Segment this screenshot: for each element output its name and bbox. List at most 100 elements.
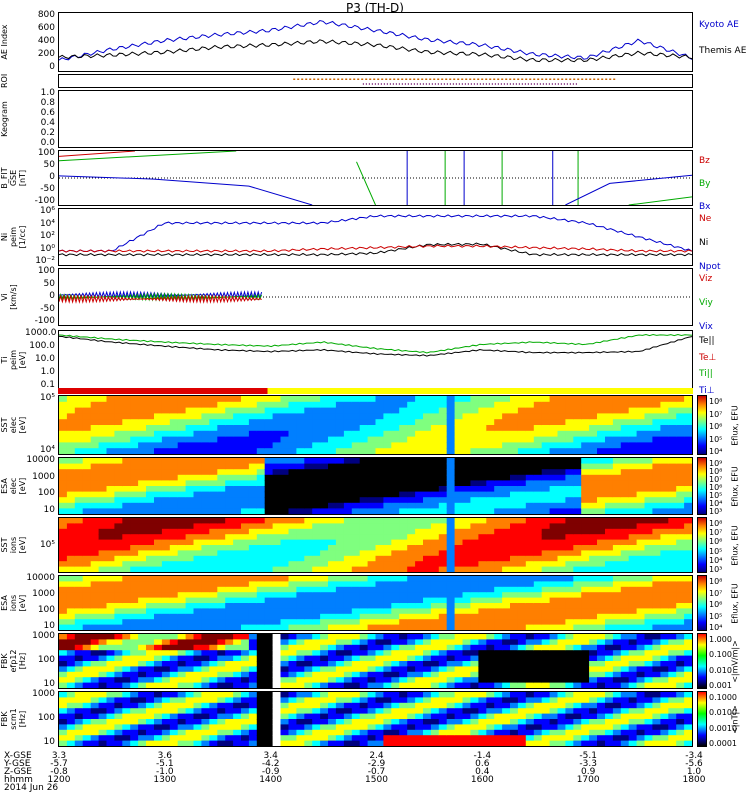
spectrogram-cell xyxy=(446,555,456,562)
spectrogram-cell xyxy=(146,677,155,684)
spectrogram-cell xyxy=(565,534,574,541)
spectrogram-cell xyxy=(478,407,487,414)
spectrogram-cell xyxy=(288,425,297,432)
spectrogram-cell xyxy=(668,469,677,476)
spectrogram-cell xyxy=(589,442,598,449)
spectrogram-cell xyxy=(462,586,471,593)
spectrogram-cell xyxy=(668,576,677,582)
spectrogram-cell xyxy=(106,480,115,487)
spectrogram-cell xyxy=(549,566,559,572)
spectrogram-cell xyxy=(74,497,84,504)
spectrogram-cell xyxy=(335,677,345,684)
spectrogram-cell xyxy=(177,458,187,465)
spectrogram-cell xyxy=(510,448,519,454)
spectrogram-cell xyxy=(59,480,68,487)
spectrogram-cell xyxy=(415,724,424,731)
spectrogram-cell xyxy=(454,735,464,742)
spectrogram-cell xyxy=(510,677,519,684)
spectrogram-cell xyxy=(351,613,361,620)
spectrogram-cell xyxy=(233,729,242,736)
spectrogram-cell xyxy=(328,639,337,646)
spectrogram-cell xyxy=(296,740,305,746)
spectrogram-cell xyxy=(343,735,353,742)
spectrogram-cell xyxy=(462,666,471,673)
spectrogram-cell xyxy=(90,644,100,651)
spectrogram-cell xyxy=(335,480,345,487)
spectrogram-cell xyxy=(423,401,432,409)
spectrogram-cell xyxy=(430,396,440,403)
spectrogram-cell xyxy=(98,619,108,626)
spectrogram-cell xyxy=(454,474,464,481)
spectrogram-cell xyxy=(423,724,432,731)
spectrogram-cell xyxy=(241,650,250,657)
spectrogram-cell xyxy=(573,528,582,535)
spectrogram-cell xyxy=(98,396,108,403)
spectrogram-cell xyxy=(652,603,661,609)
spectrogram-cell xyxy=(446,436,456,443)
spectrogram-cell xyxy=(462,430,471,438)
spectrogram-cell xyxy=(644,713,653,720)
spectrogram-cell xyxy=(573,491,582,498)
spectrogram-cell xyxy=(201,682,210,688)
colorbar-title: Eflux, EFU xyxy=(730,583,740,624)
spectrogram-cell xyxy=(668,634,677,640)
spectrogram-cell xyxy=(502,650,511,657)
spectrogram-cell xyxy=(517,401,527,409)
spectrogram-cell xyxy=(597,624,606,630)
spectrogram-cell xyxy=(423,619,432,626)
spectrogram-cell xyxy=(652,419,661,426)
spectrogram-cell xyxy=(636,603,646,609)
spectrogram-cell xyxy=(225,502,234,509)
spectrogram-cell xyxy=(470,713,479,720)
spectrogram-cell xyxy=(146,523,155,530)
spectrogram-cell xyxy=(470,597,479,604)
spectrogram-cell xyxy=(628,566,638,572)
spectrogram-cell xyxy=(612,677,622,684)
spectrogram-cell xyxy=(217,491,226,498)
spectrogram-cell xyxy=(359,474,369,481)
spectrogram-cell xyxy=(438,448,448,454)
spectrogram-cell xyxy=(169,425,179,432)
spectrogram-cell xyxy=(517,486,527,493)
spectrogram-cell xyxy=(169,666,179,673)
spectrogram-cell xyxy=(74,502,84,509)
spectrogram-cell xyxy=(517,436,527,443)
spectrogram-cell xyxy=(407,463,416,470)
spectrogram-cell xyxy=(620,430,630,438)
spectrogram-cell xyxy=(280,425,289,432)
spectrogram-cell xyxy=(502,677,511,684)
spectrogram-cell xyxy=(280,550,289,557)
spectrogram-cell xyxy=(146,608,155,615)
spectrogram-cell xyxy=(549,518,559,524)
spectrogram-cell xyxy=(684,425,692,432)
spectrogram-cell xyxy=(225,729,234,736)
panel-label-roi: ROI xyxy=(0,73,9,88)
spectrogram-cell xyxy=(122,555,131,562)
spectrogram-cell xyxy=(573,682,582,688)
spectrogram-cell xyxy=(391,523,400,530)
spectrogram-cell xyxy=(312,655,321,662)
spectrogram-cell xyxy=(280,508,289,514)
spectrogram-cell xyxy=(510,724,519,731)
spectrogram-cell xyxy=(462,528,471,535)
spectrogram-cell xyxy=(430,523,440,530)
spectrogram-cell xyxy=(684,729,692,736)
spectrogram-cell xyxy=(494,491,503,498)
spectrogram-cell xyxy=(557,671,566,678)
spectrogram-cell xyxy=(494,740,503,746)
spectrogram-cell xyxy=(343,561,353,568)
spectrogram-cell xyxy=(90,508,100,514)
spectrogram-cell xyxy=(383,729,392,736)
plot-fbk_b xyxy=(59,692,692,746)
spectrogram-cell xyxy=(154,430,163,438)
spectrogram-cell xyxy=(636,655,646,662)
spectrogram-cell xyxy=(304,702,313,709)
spectrogram-cell xyxy=(241,474,250,481)
spectrogram-cell xyxy=(462,413,471,420)
spectrogram-cell xyxy=(122,545,131,551)
plot-esa_e xyxy=(59,458,692,514)
spectrogram-cell xyxy=(225,608,234,615)
spectrogram-cell xyxy=(517,458,527,465)
spectrogram-cell xyxy=(549,576,559,582)
spectrogram-cell xyxy=(383,697,392,704)
